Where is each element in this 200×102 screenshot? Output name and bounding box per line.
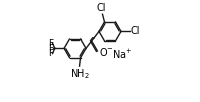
- Text: F: F: [48, 49, 53, 58]
- Text: Cl: Cl: [97, 3, 106, 13]
- Text: O$^{-}$: O$^{-}$: [99, 46, 114, 58]
- Text: F: F: [48, 39, 53, 48]
- Text: F: F: [48, 44, 53, 53]
- Text: Cl: Cl: [131, 26, 140, 36]
- Text: Na$^{+}$: Na$^{+}$: [112, 48, 132, 62]
- Text: NH$_2$: NH$_2$: [70, 68, 89, 81]
